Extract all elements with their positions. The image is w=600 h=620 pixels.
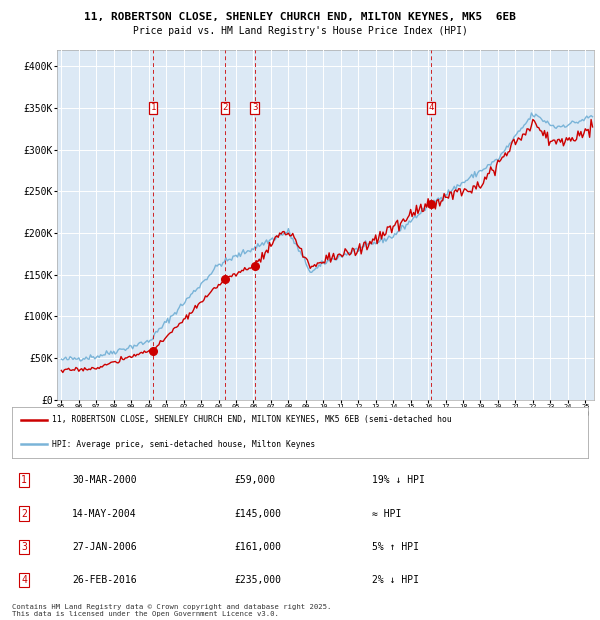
Text: Contains HM Land Registry data © Crown copyright and database right 2025.
This d: Contains HM Land Registry data © Crown c… [12, 604, 331, 617]
Text: Price paid vs. HM Land Registry's House Price Index (HPI): Price paid vs. HM Land Registry's House … [133, 26, 467, 36]
Text: 2% ↓ HPI: 2% ↓ HPI [372, 575, 419, 585]
Text: 27-JAN-2006: 27-JAN-2006 [72, 542, 137, 552]
Text: 14-MAY-2004: 14-MAY-2004 [72, 508, 137, 518]
Text: 2: 2 [223, 104, 227, 112]
Text: 26-FEB-2016: 26-FEB-2016 [72, 575, 137, 585]
Text: 3: 3 [252, 104, 257, 112]
Text: 1: 1 [151, 104, 156, 112]
Text: 1: 1 [21, 476, 27, 485]
Text: £59,000: £59,000 [234, 476, 275, 485]
Text: 3: 3 [21, 542, 27, 552]
Text: 30-MAR-2000: 30-MAR-2000 [72, 476, 137, 485]
Text: £161,000: £161,000 [234, 542, 281, 552]
Text: 5% ↑ HPI: 5% ↑ HPI [372, 542, 419, 552]
Text: £145,000: £145,000 [234, 508, 281, 518]
Text: ≈ HPI: ≈ HPI [372, 508, 401, 518]
Text: 4: 4 [428, 104, 434, 112]
Text: 19% ↓ HPI: 19% ↓ HPI [372, 476, 425, 485]
Text: 11, ROBERTSON CLOSE, SHENLEY CHURCH END, MILTON KEYNES, MK5  6EB: 11, ROBERTSON CLOSE, SHENLEY CHURCH END,… [84, 12, 516, 22]
Text: 4: 4 [21, 575, 27, 585]
Text: HPI: Average price, semi-detached house, Milton Keynes: HPI: Average price, semi-detached house,… [52, 440, 316, 449]
Text: 2: 2 [21, 508, 27, 518]
Text: 11, ROBERTSON CLOSE, SHENLEY CHURCH END, MILTON KEYNES, MK5 6EB (semi-detached h: 11, ROBERTSON CLOSE, SHENLEY CHURCH END,… [52, 415, 452, 425]
Text: £235,000: £235,000 [234, 575, 281, 585]
